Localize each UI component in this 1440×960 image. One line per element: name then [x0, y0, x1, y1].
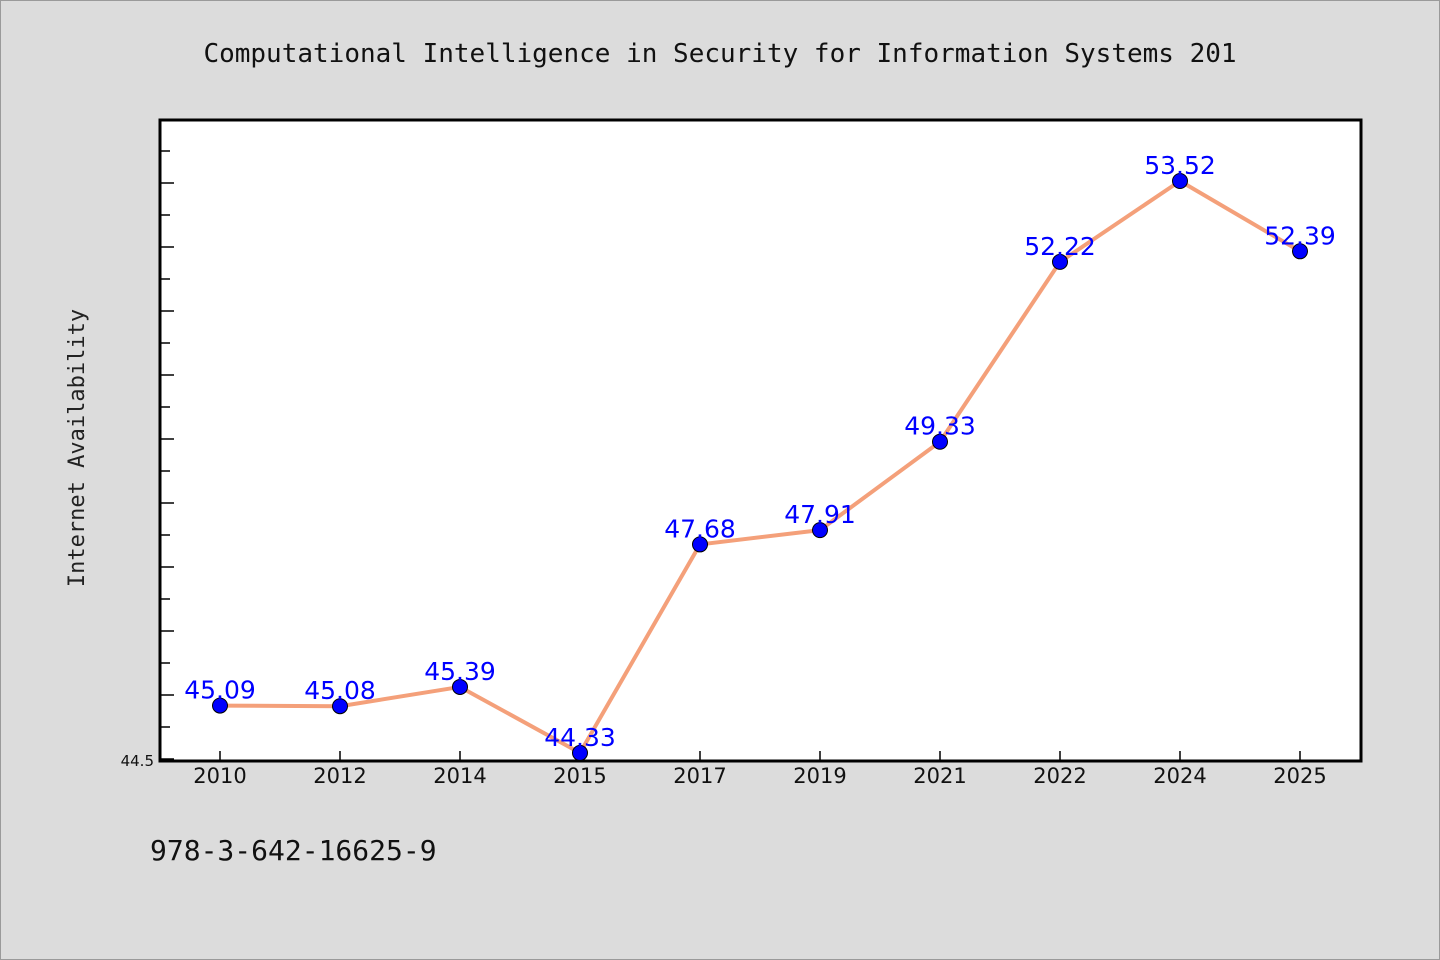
x-tick-label: 2025	[1273, 764, 1326, 788]
data-point	[1292, 243, 1308, 260]
x-tick-label: 2021	[913, 764, 966, 788]
data-label: 45.39	[424, 657, 496, 686]
x-tick-label: 2017	[673, 764, 726, 788]
series-layer: 45.09 45.08 45.39 44.33 47.68 47.91 49.33 52.22…	[184, 151, 1336, 761]
data-label: 44.33	[544, 723, 616, 752]
data-label: 45.09	[184, 676, 256, 705]
x-tick-label: 2024	[1153, 764, 1206, 788]
data-label: 49.33	[904, 412, 976, 441]
data-label: 53.52	[1144, 151, 1216, 180]
data-label: 52.39	[1264, 221, 1336, 250]
data-point	[452, 678, 468, 695]
x-tick-label: 2015	[553, 764, 606, 788]
series-line	[218, 178, 1302, 755]
data-label: 52.22	[1024, 232, 1096, 261]
y-axis-label: Internet Availability	[65, 309, 90, 587]
data-point	[932, 433, 948, 450]
data-point	[812, 522, 828, 539]
data-label: 45.08	[304, 676, 376, 705]
x-tick-label: 2019	[793, 764, 846, 788]
y-axis-ticks: 44.5	[121, 150, 174, 770]
data-label: 47.68	[664, 514, 736, 543]
y-tick-label: 44.5	[121, 752, 154, 770]
data-point	[1172, 172, 1188, 189]
plot-area	[158, 118, 1363, 763]
chart-title: Computational Intelligence in Security f…	[203, 39, 1236, 69]
x-tick-label: 2014	[433, 764, 486, 788]
data-point	[572, 744, 588, 761]
x-axis-ticks: 2010 2012 2014 2015 2017 2019 2021 2022 2024 2025	[193, 751, 1327, 788]
data-label: 47.91	[784, 500, 856, 529]
data-point	[332, 698, 348, 715]
isbn-footer: 978-3-642-16625-9	[150, 834, 437, 867]
data-point	[1052, 253, 1068, 270]
x-tick-label: 2012	[313, 764, 366, 788]
x-tick-label: 2022	[1033, 764, 1086, 788]
x-tick-label: 2010	[193, 764, 246, 788]
data-point	[212, 697, 228, 714]
data-point	[692, 536, 708, 553]
